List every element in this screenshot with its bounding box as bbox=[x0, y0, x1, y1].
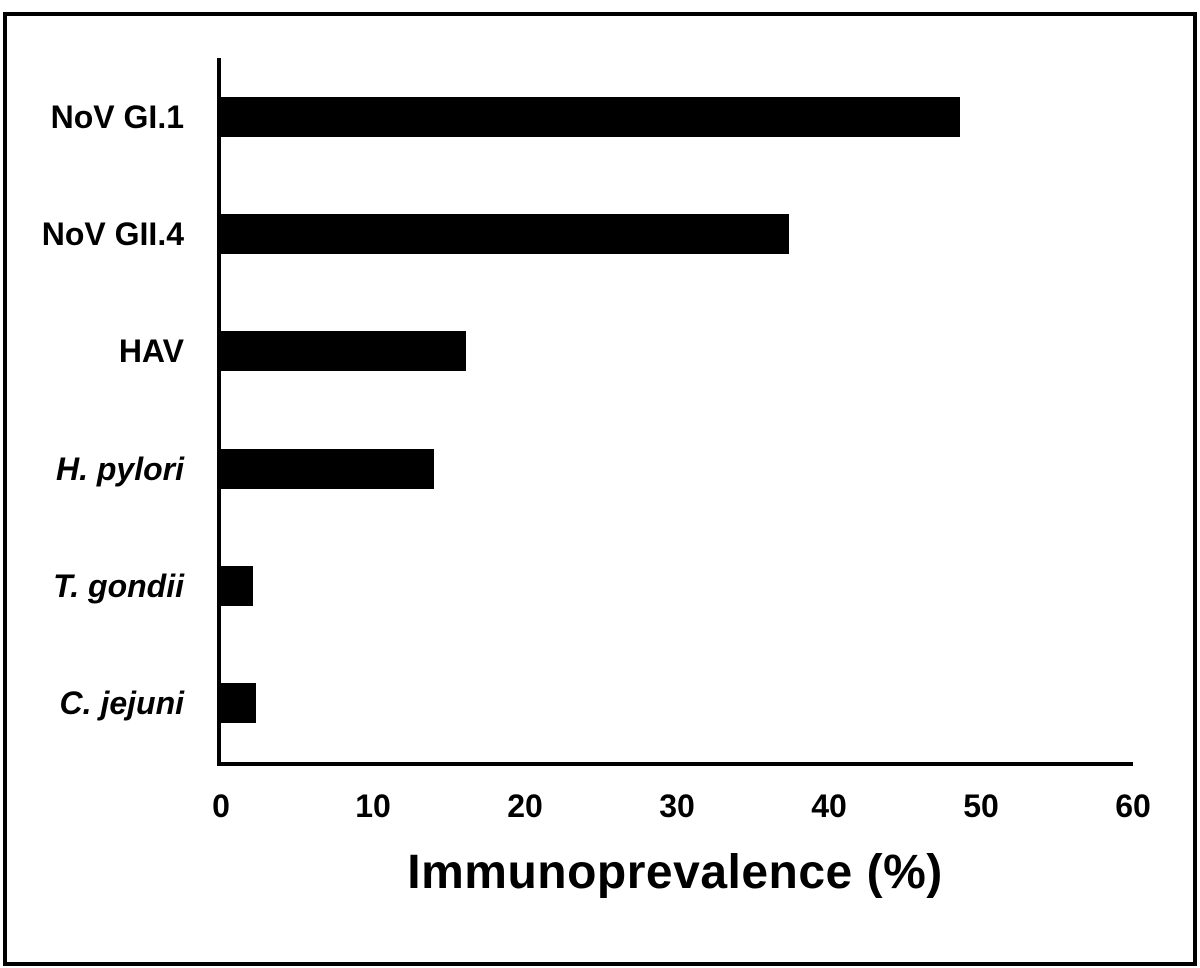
category-label-hav: HAV bbox=[118, 333, 184, 370]
x-tick-label-40: 40 bbox=[811, 788, 847, 824]
bar-h-pylori bbox=[221, 448, 434, 489]
category-label-nov-gi-1: NoV GI.1 bbox=[50, 98, 184, 135]
bar-nov-gi-1 bbox=[221, 96, 960, 137]
x-tick-label-60: 60 bbox=[1115, 788, 1151, 824]
category-label-t-gondii: T. gondii bbox=[53, 568, 184, 604]
category-label-nov-gii-4: NoV GII.4 bbox=[41, 216, 184, 252]
x-tick-label-50: 50 bbox=[963, 788, 999, 824]
x-axis-title: Immunoprevalence (%) bbox=[407, 846, 943, 899]
x-tick-label-20: 20 bbox=[507, 788, 543, 824]
figure-border bbox=[3, 12, 1197, 966]
bar-nov-gii-4 bbox=[221, 214, 790, 254]
plot-area bbox=[217, 58, 1133, 766]
x-tick-label-10: 10 bbox=[355, 788, 391, 824]
x-tick-label-0: 0 bbox=[212, 788, 230, 824]
bar-c-jejuni bbox=[221, 683, 256, 724]
category-label-h-pylori: H. pylori bbox=[55, 450, 184, 487]
x-tick-label-30: 30 bbox=[659, 788, 695, 824]
bar-hav bbox=[221, 331, 466, 372]
bar-t-gondii bbox=[221, 566, 253, 606]
category-label-c-jejuni: C. jejuni bbox=[59, 685, 184, 722]
